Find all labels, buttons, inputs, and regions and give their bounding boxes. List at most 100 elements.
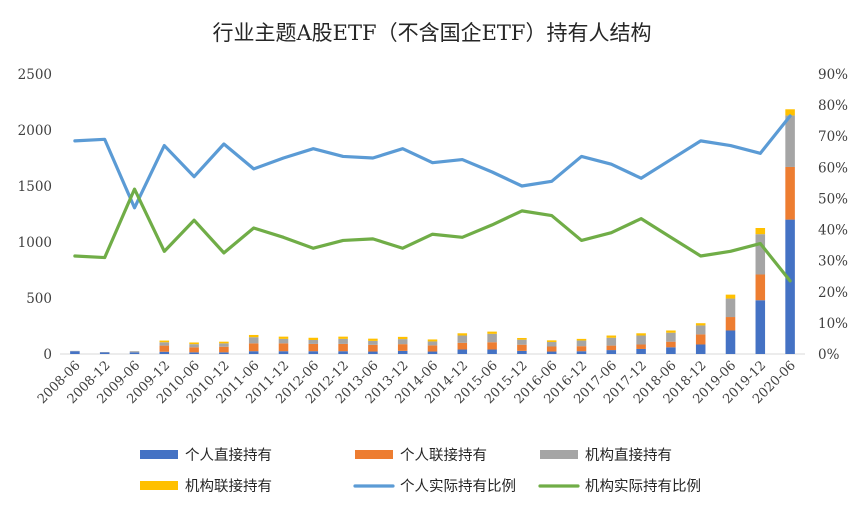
legend-item: 机构实际持有比例 (540, 478, 701, 495)
bar-segment (130, 351, 140, 352)
bar-segment (219, 347, 229, 353)
right-tick-label: 40% (818, 223, 848, 239)
left-tick-label: 1500 (18, 179, 52, 195)
bar-segment (577, 351, 587, 354)
bar-segment (666, 330, 676, 332)
bar-segment (458, 336, 468, 343)
bar-segment (458, 343, 468, 350)
bar-segment (309, 338, 319, 340)
right-tick-label: 70% (818, 129, 848, 145)
bar-segment (726, 299, 736, 317)
bar-segment (249, 335, 259, 337)
bar-segment (189, 342, 199, 344)
bar-segment (666, 347, 676, 354)
bar-segment (756, 300, 766, 354)
legend-label: 机构联接持有 (185, 478, 272, 495)
bar-segment (785, 220, 795, 354)
bar-segment (249, 337, 259, 343)
bar-segment (458, 350, 468, 354)
bar-segment (249, 351, 259, 354)
bar-segment (70, 351, 80, 354)
bar-segment (130, 352, 140, 354)
legend-swatch (355, 450, 393, 459)
bar-segment (428, 339, 438, 341)
bar-segment (279, 337, 289, 339)
bar-segment (696, 334, 706, 344)
bar-segment (338, 337, 348, 339)
bar-segment (636, 336, 646, 345)
left-tick-label: 500 (26, 291, 52, 307)
right-tick-label: 20% (818, 285, 848, 301)
legend-item: 机构联接持有 (140, 478, 272, 495)
series-line (75, 116, 790, 208)
bar-segment (279, 343, 289, 351)
legend-item: 机构直接持有 (540, 447, 672, 464)
bar-segment (279, 351, 289, 354)
bar-segment (696, 323, 706, 325)
bar-segment (219, 342, 229, 344)
bar-segment (309, 344, 319, 351)
bar-segment (189, 352, 199, 354)
legend-item: 个人直接持有 (140, 447, 272, 464)
bar-segment (160, 352, 170, 354)
bar-segment (428, 341, 438, 345)
bar-segment (666, 342, 676, 348)
bar-segment (666, 333, 676, 342)
left-tick-label: 0 (43, 347, 52, 363)
legend-swatch (540, 450, 578, 459)
bar-segment (338, 344, 348, 351)
legend-item: 个人实际持有比例 (355, 478, 516, 495)
bar-segment (160, 346, 170, 352)
bar-segment (726, 295, 736, 299)
legend-label: 机构直接持有 (585, 447, 672, 464)
bar-segment (487, 350, 497, 354)
bar-segment (100, 352, 110, 354)
bar-segment (607, 346, 617, 350)
bar-segment (577, 346, 587, 351)
bar-segment (636, 333, 646, 335)
right-tick-label: 0% (818, 347, 840, 363)
bar-segment (577, 341, 587, 347)
legend-item: 个人联接持有 (355, 447, 487, 464)
bar-segment (219, 343, 229, 346)
bar-segment (338, 351, 348, 354)
left-tick-label: 1000 (18, 235, 52, 251)
bar-segment (309, 340, 319, 344)
bar-segment (696, 325, 706, 334)
bar-segment (756, 274, 766, 300)
bar-segment (607, 336, 617, 338)
bar-segment (696, 344, 706, 354)
left-tick-label: 2500 (18, 67, 52, 83)
bar-segment (160, 341, 170, 343)
right-tick-label: 30% (818, 254, 848, 270)
bar-segment (726, 330, 736, 354)
bar-segment (726, 317, 736, 330)
axes-layer: 050010001500200025000%10%20%30%40%50%60%… (18, 67, 849, 407)
left-tick-label: 2000 (18, 123, 52, 139)
bar-segment (756, 234, 766, 274)
bar-segment (607, 338, 617, 346)
bar-segment (636, 344, 646, 348)
bar-segment (309, 351, 319, 354)
bar-segment (368, 339, 378, 341)
bar-segment (517, 351, 527, 354)
bar-segment (338, 339, 348, 344)
bar-segment (398, 344, 408, 351)
bar-segment (785, 115, 795, 167)
bar-segment (160, 342, 170, 345)
chart-title: 行业主题A股ETF（不含国企ETF）持有人结构 (213, 21, 652, 45)
right-tick-label: 10% (818, 316, 848, 332)
bar-segment (189, 347, 199, 352)
lines-layer (75, 116, 790, 281)
bar-segment (398, 339, 408, 344)
bar-segment (547, 342, 557, 346)
bar-segment (607, 350, 617, 354)
bar-segment (517, 345, 527, 351)
bars-layer (70, 109, 795, 354)
bar-segment (368, 341, 378, 345)
bar-segment (368, 345, 378, 352)
bar-segment (487, 342, 497, 349)
